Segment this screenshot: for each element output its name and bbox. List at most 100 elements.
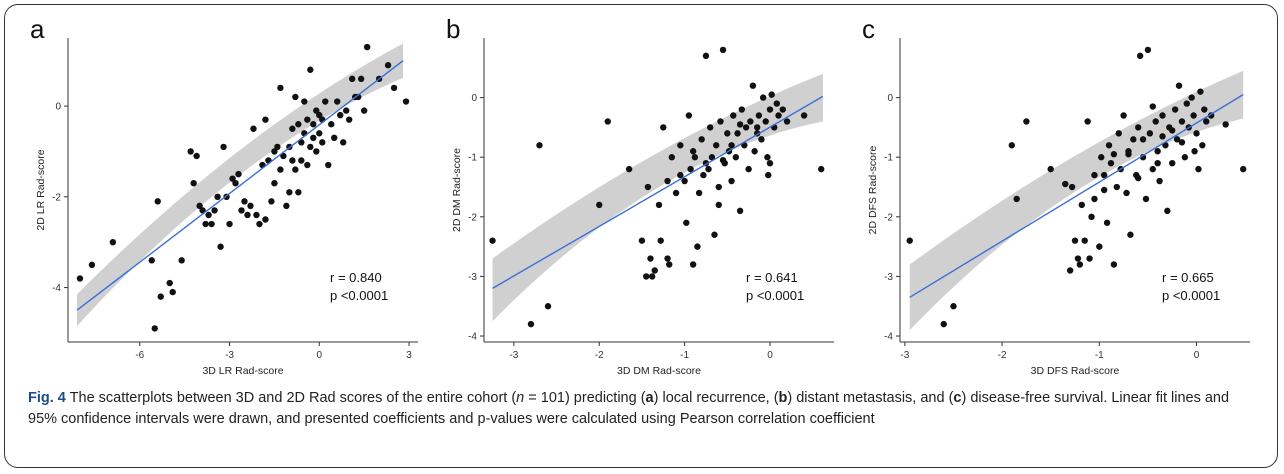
y-tick-label: -1 <box>468 153 477 164</box>
data-point <box>1222 121 1229 128</box>
scatter-chart-c: c -3 -2 -1 0 -4 -3 -2 -1 0 3D DFS Rad-score 2D DFS … <box>862 14 1250 377</box>
data-point <box>151 325 158 332</box>
y-axis-label: 2D DM Rad-score <box>451 148 463 232</box>
data-point <box>1100 171 1108 179</box>
data-point <box>724 130 731 137</box>
data-point <box>906 237 913 244</box>
data-point <box>289 125 296 132</box>
data-point <box>345 116 353 123</box>
data-point <box>205 211 212 219</box>
data-point <box>647 255 654 262</box>
data-point <box>742 124 750 131</box>
data-point <box>1110 261 1118 268</box>
data-point <box>1191 148 1198 155</box>
data-point <box>1091 171 1098 179</box>
data-point <box>190 179 197 187</box>
r-value: r = 0.840 <box>330 270 382 285</box>
data-point <box>1149 165 1156 173</box>
data-point <box>384 62 392 69</box>
data-point <box>274 143 281 151</box>
data-point <box>642 273 650 280</box>
data-point <box>283 202 290 210</box>
data-point <box>738 106 746 113</box>
data-point <box>1239 165 1247 173</box>
x-axis-label: 3D DM Rad-score <box>617 365 701 377</box>
data-point <box>360 107 368 114</box>
fit-line <box>492 95 824 289</box>
data-point <box>289 157 296 164</box>
data-point <box>214 193 221 201</box>
data-point <box>1081 237 1088 244</box>
data-point <box>764 154 771 161</box>
data-point <box>1013 195 1020 203</box>
data-point <box>196 202 203 210</box>
data-point <box>1159 133 1166 140</box>
data-point <box>732 154 740 161</box>
panel-label: b <box>446 14 460 44</box>
data-point <box>1096 243 1103 250</box>
x-axis-label: 3D DFS Rad-score <box>1031 365 1120 377</box>
data-point <box>672 189 680 197</box>
data-point <box>655 201 663 209</box>
y-tick-label: -4 <box>52 283 61 294</box>
panel-label: c <box>862 14 875 44</box>
panel-a: a -6 -3 0 3 -4 -2 0 3D LR Rad-score 2D LR Rad-sco… <box>22 10 436 380</box>
x-tick-label: 0 <box>1194 350 1200 361</box>
data-point <box>202 220 209 228</box>
data-point <box>1171 106 1179 113</box>
figure-label: Fig. 4 <box>28 390 66 406</box>
caption-text-5: ) disease-free survival. Linear fit line… <box>28 390 1230 427</box>
data-point <box>1088 213 1095 221</box>
x-tick-label: -1 <box>680 350 689 361</box>
x-tick-label: -2 <box>998 350 1007 361</box>
data-point <box>728 177 735 185</box>
data-point <box>211 207 218 214</box>
data-point <box>775 112 782 119</box>
data-point <box>357 75 365 83</box>
data-point <box>719 46 727 54</box>
data-point <box>1136 52 1144 60</box>
y-axis-label: 2D DFS Rad-score <box>867 146 879 235</box>
data-point <box>1125 151 1132 158</box>
data-point <box>1091 195 1098 203</box>
data-point <box>157 293 164 300</box>
data-point <box>708 154 716 161</box>
data-point <box>1071 237 1079 244</box>
data-point <box>736 207 744 215</box>
data-point <box>1134 174 1142 182</box>
data-point <box>295 189 302 196</box>
data-point <box>759 94 767 101</box>
data-point <box>319 139 326 146</box>
p-value: p <0.0001 <box>330 288 388 303</box>
data-point <box>88 261 96 269</box>
data-point <box>596 201 603 209</box>
data-point <box>271 179 278 187</box>
data-point <box>1154 148 1161 155</box>
y-tick-label: -2 <box>52 192 61 203</box>
figure-caption: Fig. 4 The scatterplots between 3D and 2… <box>28 388 1260 430</box>
data-point <box>178 257 185 264</box>
data-point <box>307 143 314 151</box>
data-point <box>109 238 117 246</box>
x-tick-label: -2 <box>595 350 604 361</box>
data-point <box>715 183 722 191</box>
data-point <box>705 165 712 173</box>
data-point <box>217 243 224 250</box>
data-point <box>762 118 769 125</box>
data-point <box>1169 159 1176 167</box>
data-point <box>745 165 752 173</box>
data-point <box>1127 231 1134 238</box>
data-point <box>1144 46 1152 54</box>
data-point <box>1113 183 1121 191</box>
data-point <box>657 237 664 244</box>
caption-c: c <box>953 390 962 406</box>
data-point <box>666 261 673 268</box>
data-point <box>1068 183 1076 191</box>
data-point <box>402 98 410 105</box>
caption-text-4: ) distant metastasis, and ( <box>787 390 954 406</box>
data-point <box>728 142 735 149</box>
data-point <box>1142 195 1150 203</box>
data-point <box>1120 112 1127 119</box>
data-point <box>1199 142 1206 149</box>
data-point <box>334 98 341 105</box>
